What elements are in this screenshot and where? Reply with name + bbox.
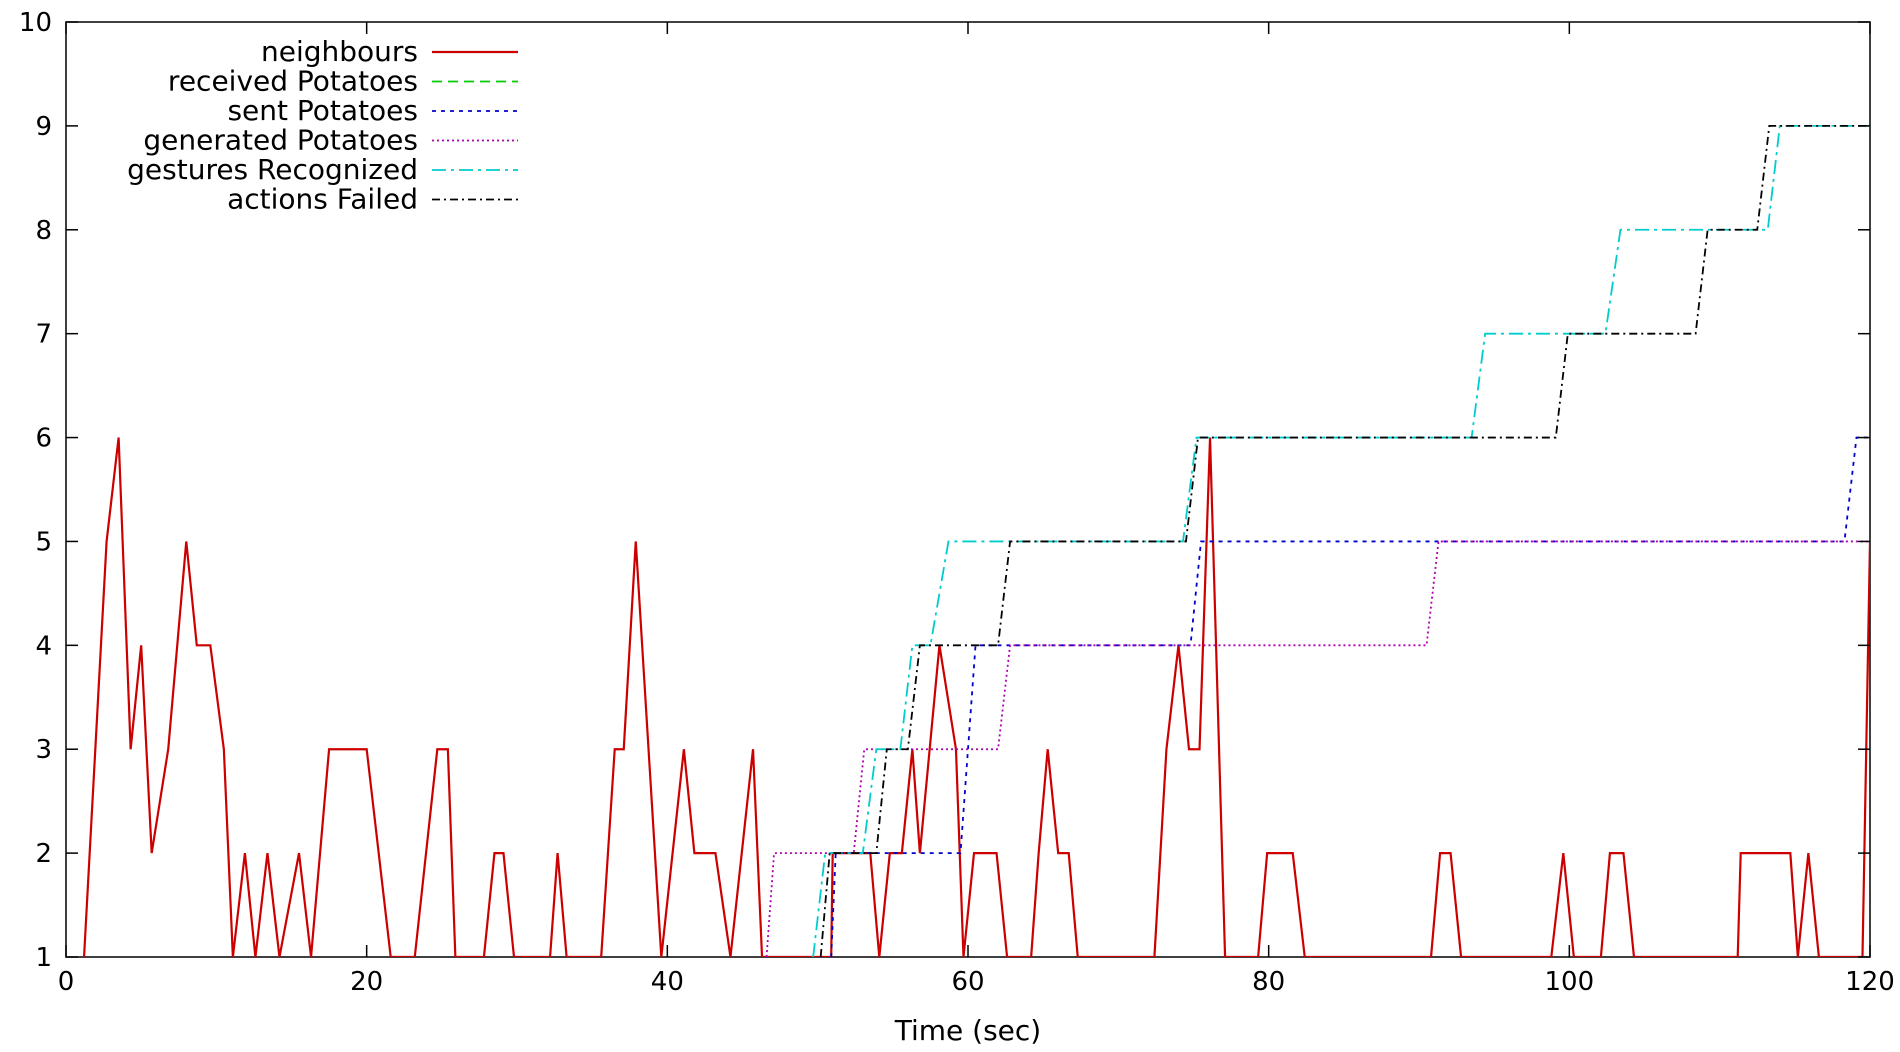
legend-label: neighbours [261, 35, 418, 68]
legend-label: gestures Recognized [127, 153, 418, 186]
series-line-gestures-recognized [812, 124, 1870, 957]
legend-label: received Potatoes [168, 65, 418, 98]
series-line-neighbours [82, 437, 1870, 957]
x-axis-title: Time (sec) [894, 1014, 1041, 1047]
x-tick-label: 40 [651, 967, 684, 997]
y-tick-label: 4 [35, 631, 52, 661]
series-line-generated-potatoes [765, 540, 1870, 957]
axes-layer: 0 20 40 60 80 100 120 1 2 3 4 5 6 7 8 9 10 [19, 8, 1895, 997]
y-tick-label: 9 [35, 112, 52, 142]
x-tick-label: 120 [1845, 967, 1895, 997]
y-tick-label: 5 [35, 527, 52, 557]
y-tick-label: 2 [35, 839, 52, 869]
x-tick-label: 80 [1252, 967, 1285, 997]
y-tick-label: 10 [19, 8, 52, 38]
legend-label: generated Potatoes [143, 124, 418, 157]
x-tick-label: 20 [350, 967, 383, 997]
y-tick-label: 3 [35, 735, 52, 765]
x-tick-label: 60 [951, 967, 984, 997]
x-tick-label: 0 [58, 967, 75, 997]
y-tick-label: 1 [35, 943, 52, 973]
y-tick-label: 6 [35, 424, 52, 454]
series-layer [82, 124, 1870, 957]
y-tick-label: 7 [35, 320, 52, 350]
legend-label: sent Potatoes [227, 94, 418, 127]
x-tick-label: 100 [1545, 967, 1595, 997]
legend-label: actions Failed [227, 183, 418, 216]
series-line-actions-failed [819, 124, 1870, 957]
y-tick-label: 8 [35, 216, 52, 246]
series-line-sent-potatoes [830, 436, 1870, 957]
